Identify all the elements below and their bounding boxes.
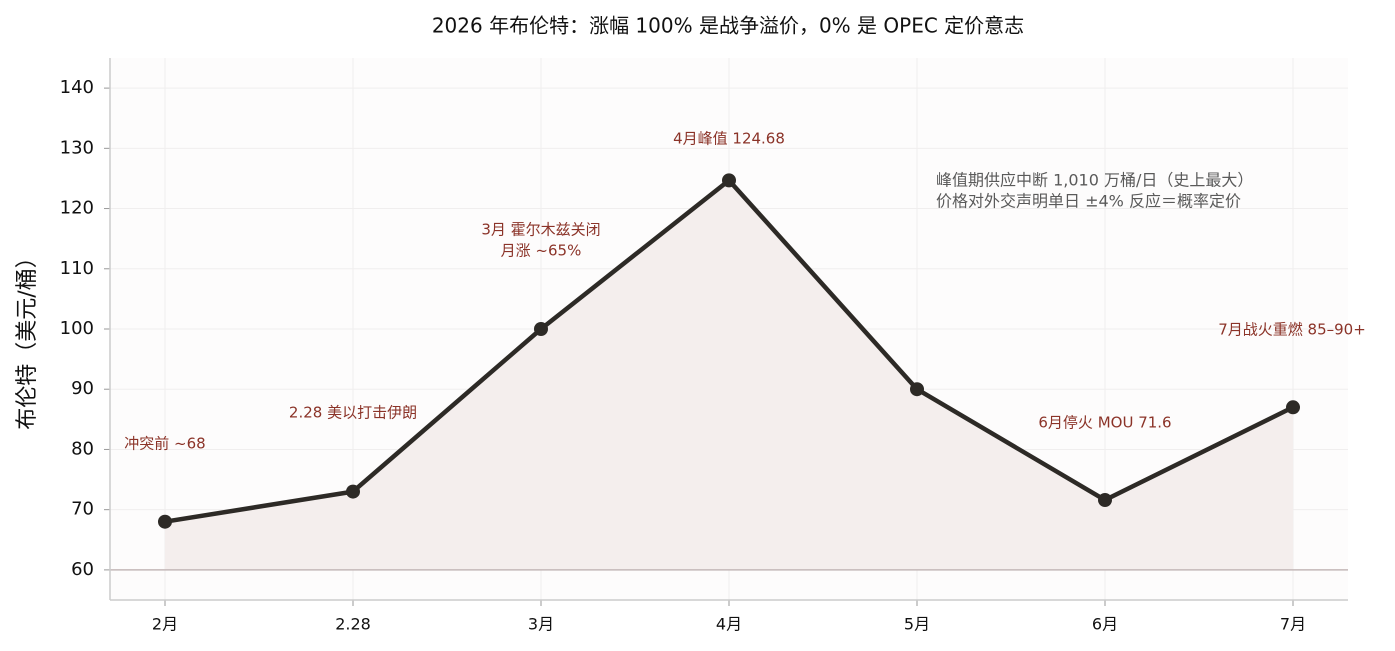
point — [534, 322, 548, 336]
point — [1286, 400, 1300, 415]
annotation: 2.28 美以打击伊朗 — [289, 404, 417, 422]
note: 价格对外交声明单日 ±4% 反应＝概率定价 — [936, 192, 1241, 211]
annotation: 4月峰值 124.68 — [673, 130, 785, 148]
x-tick-label: 6月 — [1092, 615, 1118, 634]
point — [346, 484, 360, 499]
y-tick-label: 110 — [60, 258, 94, 279]
annotation: 3月 霍尔木兹关闭 — [481, 221, 600, 239]
x-tick-label: 4月 — [716, 615, 742, 634]
y-tick-label: 130 — [60, 137, 94, 158]
x-tick-label: 2月 — [152, 615, 178, 634]
annotation: 冲突前 ~68 — [124, 435, 205, 453]
area — [165, 180, 1293, 570]
y-tick-label: 90 — [71, 378, 94, 399]
x-tick-label: 3月 — [528, 615, 554, 634]
x-tick-label: 2.28 — [335, 615, 371, 634]
note: 峰值期供应中断 1,010 万桶/日（史上最大） — [936, 171, 1253, 190]
point — [910, 382, 924, 397]
y-axis-label: 布伦特（美元/桶） — [15, 246, 40, 429]
x-tick-label: 5月 — [904, 615, 930, 634]
point — [1098, 493, 1112, 508]
annotation: 月涨 ~65% — [501, 242, 582, 260]
y-tick-label: 80 — [71, 438, 94, 459]
y-tick-label: 70 — [71, 499, 94, 520]
chart-title: 2026 年布伦特：涨幅 100% 是战争溢价，0% 是 OPEC 定价意志 — [432, 14, 1024, 38]
point — [722, 173, 736, 188]
y-tick-label: 140 — [60, 77, 94, 98]
y-tick-label: 60 — [71, 559, 94, 580]
point — [158, 514, 172, 529]
annotation: 6月停火 MOU 71.6 — [1038, 414, 1171, 432]
x-tick-label: 7月 — [1280, 615, 1306, 634]
annotation: 7月战火重燃 85–90+ — [1218, 321, 1366, 339]
y-tick-label: 100 — [60, 318, 94, 339]
y-tick-label: 120 — [60, 198, 94, 219]
